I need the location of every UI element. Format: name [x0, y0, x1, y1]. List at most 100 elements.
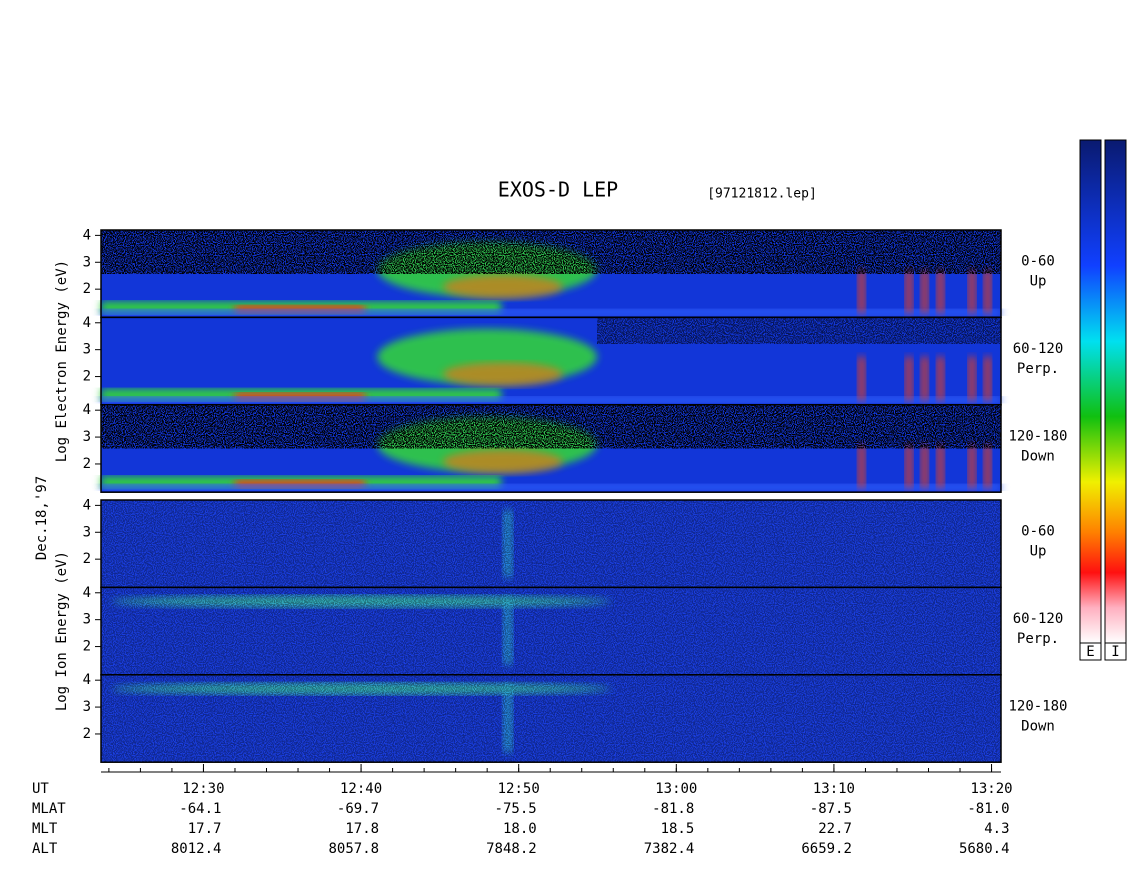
table-cell: 18.0: [503, 821, 537, 837]
spectrogram-burst: [967, 269, 976, 314]
panel-angle: 120-180: [1008, 699, 1067, 715]
panel-direction: Perp.: [1017, 631, 1059, 647]
file-label: [97121812.lep]: [707, 187, 817, 202]
spectrogram-speckle: [101, 674, 1001, 763]
y-tick-label: 4: [83, 672, 91, 688]
spectrogram-blob: [442, 449, 563, 474]
colorbar: [1079, 139, 1102, 644]
y-tick-label: 3: [83, 612, 91, 628]
x-tick-label: 13:00: [655, 781, 697, 797]
spectrogram-speckle: [101, 500, 1001, 588]
spectrogram-burst: [967, 444, 976, 488]
table-cell: 18.5: [661, 821, 695, 837]
spectrogram-burst: [857, 269, 866, 314]
x-tick-label: 12:40: [340, 781, 382, 797]
y-tick-label: 4: [83, 227, 91, 243]
y-tick-label: 4: [83, 585, 91, 601]
spectrogram-burst: [857, 444, 866, 488]
panel-direction: Up: [1030, 274, 1047, 290]
spectrogram-burst: [857, 356, 866, 401]
y-axis-label: Log Electron Energy (eV): [54, 260, 70, 462]
spectrogram-band: [101, 396, 1001, 403]
y-tick-label: 4: [83, 497, 91, 513]
panel-direction: Down: [1021, 719, 1055, 735]
spectrogram-blob: [442, 274, 563, 299]
y-tick-label: 3: [83, 429, 91, 445]
table-cell: 5680.4: [959, 841, 1010, 857]
spectrogram-speckle: [597, 317, 1001, 344]
panel-angle: 120-180: [1008, 429, 1067, 445]
table-cell: -75.5: [495, 801, 537, 817]
panel-angle: 0-60: [1021, 524, 1055, 540]
y-tick-label: 2: [83, 456, 91, 472]
y-tick-label: 2: [83, 639, 91, 655]
panel-angle: 60-120: [1013, 341, 1064, 357]
table-cell: -87.5: [810, 801, 852, 817]
table-cell: 6659.2: [801, 841, 852, 857]
spectrogram-burst: [904, 269, 913, 314]
table-cell: 7382.4: [644, 841, 695, 857]
table-cell: 8012.4: [171, 841, 222, 857]
colorbar-label: E: [1086, 644, 1094, 660]
row-label: ALT: [32, 841, 58, 857]
table-cell: -81.8: [652, 801, 694, 817]
panel-direction: Perp.: [1017, 361, 1059, 377]
spectrogram-burst: [983, 356, 992, 401]
table-cell: -64.1: [179, 801, 221, 817]
x-tick-label: 13:10: [813, 781, 855, 797]
spectrogram-burst: [936, 269, 945, 314]
table-cell: 17.8: [345, 821, 379, 837]
y-tick-label: 3: [83, 699, 91, 715]
table-cell: -69.7: [337, 801, 379, 817]
panel-direction: Down: [1021, 449, 1055, 465]
y-tick-label: 2: [83, 551, 91, 567]
x-tick-label: 12:50: [498, 781, 540, 797]
y-tick-label: 2: [83, 369, 91, 385]
row-label: MLAT: [32, 801, 66, 817]
title: EXOS-D LEP: [498, 178, 618, 202]
spectrogram-burst: [983, 269, 992, 314]
spectrogram-burst: [920, 444, 929, 488]
spectrogram-burst: [920, 269, 929, 314]
panel-angle: 60-120: [1013, 611, 1064, 627]
x-tick-label: 13:20: [970, 781, 1012, 797]
y-axis-label: Log Ion Energy (eV): [54, 551, 70, 711]
colorbar-label-box: [1104, 642, 1127, 661]
spectrogram-band: [101, 309, 1001, 316]
row-label: UT: [32, 781, 49, 797]
spectrogram-blob: [442, 362, 563, 387]
spectrogram-burst: [967, 356, 976, 401]
table-cell: 17.7: [188, 821, 222, 837]
table-cell: -81.0: [967, 801, 1009, 817]
y-tick-label: 4: [83, 315, 91, 331]
spectrogram-burst: [904, 444, 913, 488]
row-label: MLT: [32, 821, 58, 837]
y-tick-label: 4: [83, 402, 91, 418]
table-cell: 4.3: [984, 821, 1009, 837]
panel-frame: [100, 674, 1002, 763]
date-label: Dec.18,'97: [34, 476, 50, 560]
table-cell: 8057.8: [328, 841, 379, 857]
spectrogram-burst: [904, 356, 913, 401]
y-tick-label: 2: [83, 726, 91, 742]
colorbar-label: I: [1111, 644, 1119, 660]
y-tick-label: 2: [83, 281, 91, 297]
spectrogram-burst: [936, 356, 945, 401]
panel-direction: Up: [1030, 544, 1047, 560]
table-cell: 22.7: [818, 821, 852, 837]
colorbar-label-box: [1079, 642, 1102, 661]
table-cell: 7848.2: [486, 841, 537, 857]
panel-frame: [100, 404, 1002, 493]
spectrogram-speckle: [101, 587, 1001, 675]
colorbar: [1104, 139, 1127, 644]
y-tick-label: 3: [83, 524, 91, 540]
y-tick-label: 3: [83, 342, 91, 358]
spectrogram-burst: [936, 444, 945, 488]
spectrogram-speckle: [101, 230, 1001, 274]
x-tick-label: 12:30: [182, 781, 224, 797]
spectrogram-speckle: [101, 404, 1001, 449]
y-tick-label: 3: [83, 254, 91, 270]
panel-angle: 0-60: [1021, 254, 1055, 270]
spectrogram-burst: [983, 444, 992, 488]
spectrogram-band: [101, 484, 1001, 491]
